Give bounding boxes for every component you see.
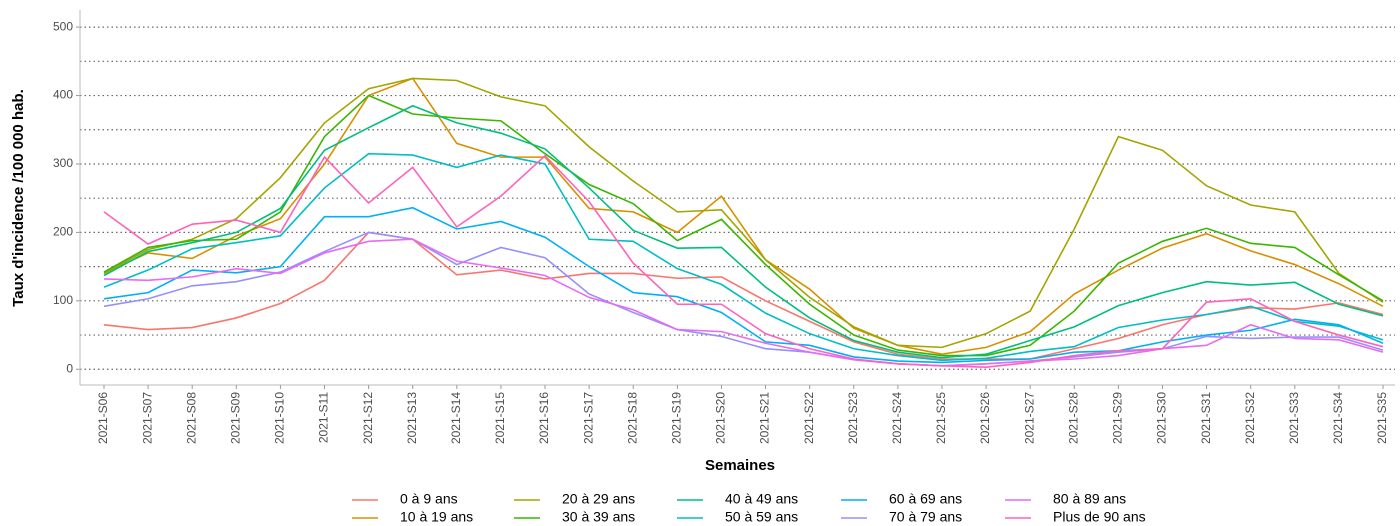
x-tick-label: 2021-S33	[1287, 392, 1301, 444]
x-axis-title: Semaines	[705, 457, 775, 474]
x-tick-label: 2021-S35	[1375, 392, 1389, 444]
x-tick-label: 2021-S14	[449, 392, 463, 444]
series-line	[103, 77, 1384, 356]
x-tick-label: 2021-S34	[1331, 392, 1345, 444]
series-line	[103, 231, 1384, 360]
x-tick-label: 2021-S17	[581, 392, 595, 444]
x-tick-label: 2021-S11	[317, 392, 331, 443]
series-line	[103, 152, 1384, 362]
y-tick-label: 300	[53, 156, 73, 170]
legend-label: 20 à 29 ans	[562, 491, 635, 507]
y-tick-label: 500	[53, 19, 73, 33]
legend-label: 10 à 19 ans	[400, 509, 473, 525]
x-tick-label: 2021-S08	[184, 392, 198, 444]
x-tick-label: 2021-S23	[846, 392, 860, 444]
x-tick-label: 2021-S22	[802, 392, 816, 444]
x-tick-label: 2021-S07	[140, 392, 154, 444]
x-tick-label: 2021-S16	[537, 392, 551, 444]
y-tick-label: 0	[66, 361, 73, 375]
legend-label: 70 à 79 ans	[889, 509, 962, 525]
x-tick-label: 2021-S25	[934, 392, 948, 444]
series-line	[103, 238, 1384, 367]
x-tick-label: 2021-S31	[1199, 392, 1213, 444]
y-tick-label: 200	[53, 225, 73, 239]
x-tick-label: 2021-S09	[228, 392, 242, 444]
legend-label: 60 à 69 ans	[889, 491, 962, 507]
x-tick-label: 2021-S19	[670, 392, 684, 444]
x-tick-label: 2021-S30	[1155, 392, 1169, 444]
x-tick-label: 2021-S29	[1111, 392, 1125, 444]
x-tick-label: 2021-S12	[361, 392, 375, 444]
x-tick-label: 2021-S28	[1066, 392, 1080, 444]
y-axis-title: Taux d'incidence /100 000 hab.	[10, 89, 27, 307]
y-tick-label: 400	[53, 88, 73, 102]
x-tick-label: 2021-S18	[625, 392, 639, 444]
series-line	[103, 77, 1384, 349]
legend-label: 80 à 89 ans	[1053, 491, 1126, 507]
legend-label: 50 à 59 ans	[725, 509, 798, 525]
x-tick-label: 2021-S20	[714, 392, 728, 444]
x-tick-label: 2021-S32	[1243, 392, 1257, 444]
x-tick-label: 2021-S27	[1022, 392, 1036, 444]
legend-label: 30 à 39 ans	[562, 509, 635, 525]
x-tick-label: 2021-S10	[273, 392, 287, 444]
x-tick-label: 2021-S21	[758, 392, 772, 444]
x-tick-label: 2021-S26	[978, 392, 992, 444]
x-tick-label: 2021-S15	[493, 392, 507, 444]
series-line	[103, 94, 1384, 357]
series-line	[103, 231, 1384, 367]
x-tick-label: 2021-S13	[405, 392, 419, 444]
series-line	[103, 104, 1384, 359]
x-tick-label: 2021-S24	[890, 392, 904, 444]
legend-label: Plus de 90 ans	[1053, 509, 1146, 525]
series-line	[103, 154, 1384, 369]
legend-label: 40 à 49 ans	[725, 491, 798, 507]
x-tick-label: 2021-S06	[96, 392, 110, 444]
y-tick-label: 100	[53, 293, 73, 307]
legend-label: 0 à 9 ans	[400, 491, 458, 507]
